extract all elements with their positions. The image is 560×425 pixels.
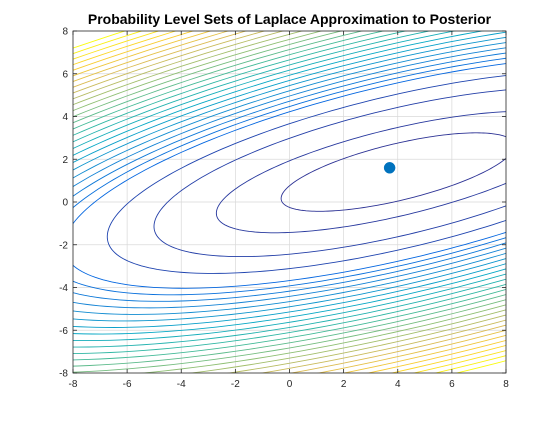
x-tick-label: 4 (395, 379, 401, 390)
contour-line (215, 111, 506, 234)
contour-line (280, 132, 506, 212)
x-tick-label: -2 (231, 379, 240, 390)
y-tick-label: -6 (59, 326, 68, 337)
axis-ticks: -8 -6 -4 -2 0 2 4 6 8 -8 -6 -4 -2 0 2 4 6 8 (59, 27, 509, 391)
contour-line (153, 89, 506, 258)
y-tick-label: 6 (62, 69, 68, 80)
x-tick-label: 0 (287, 379, 293, 390)
x-tick-label: 6 (449, 379, 455, 390)
contour-line (106, 75, 506, 274)
y-tick-label: -8 (59, 369, 68, 380)
y-tick-label: 4 (62, 112, 68, 123)
mode-point (383, 162, 396, 174)
chart-title: Probability Level Sets of Laplace Approx… (88, 11, 492, 27)
x-tick-label: -4 (177, 379, 186, 390)
x-tick-label: 2 (341, 379, 347, 390)
marker-layer (383, 162, 396, 174)
x-tick-label: -8 (69, 379, 78, 390)
y-tick-label: 2 (62, 155, 68, 166)
y-tick-label: -4 (59, 283, 68, 294)
x-tick-label: 8 (503, 379, 509, 390)
x-tick-label: -6 (123, 379, 132, 390)
grid-lines (73, 31, 506, 373)
y-tick-label: -2 (59, 240, 68, 251)
y-tick-label: 8 (62, 27, 68, 38)
y-tick-label: 0 (62, 198, 68, 209)
